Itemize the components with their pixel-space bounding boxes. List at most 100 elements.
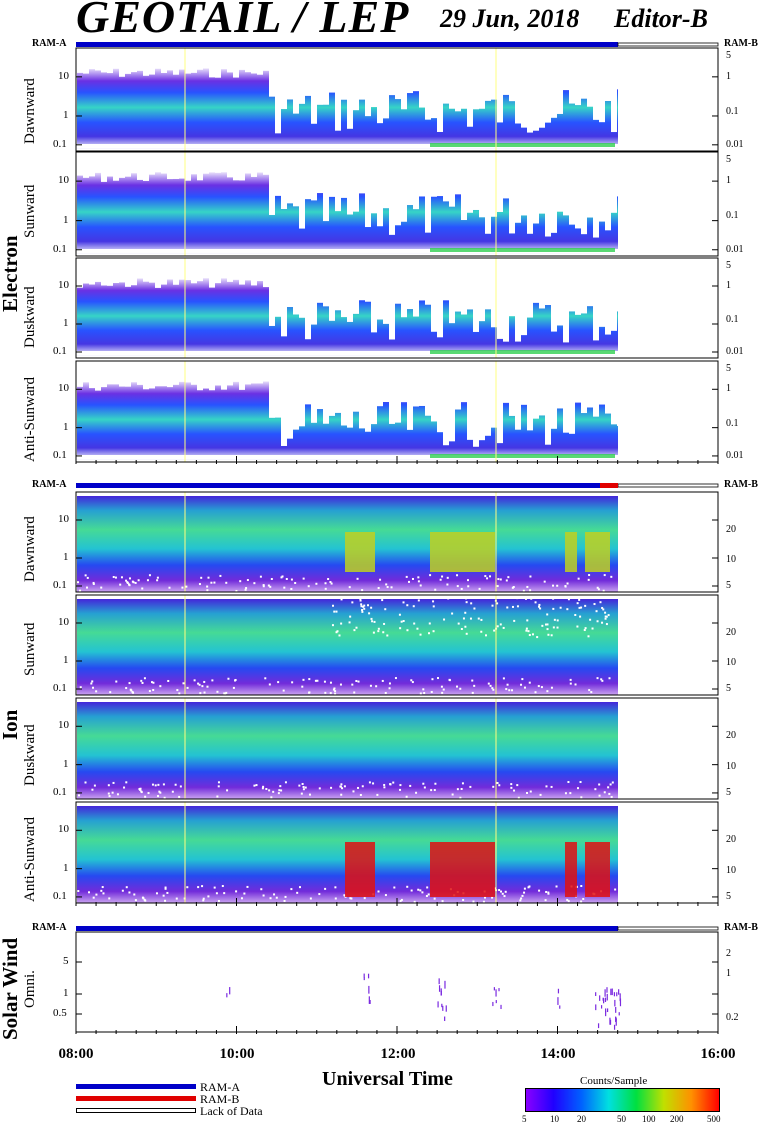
panel-8-dot-5-5 — [614, 999, 616, 1007]
panel-0-left-tick-0: 10 — [58, 69, 69, 82]
panel-8-dot-1-0 — [368, 985, 370, 994]
panel-5-speckt-115 — [589, 618, 592, 621]
panel-7-speck-67 — [88, 891, 91, 894]
ram-a-bar-0 — [76, 42, 618, 47]
panel-8-dot-2-1 — [438, 985, 441, 992]
panel-2-gap-419 — [419, 274, 425, 301]
panel-5-speckt-105 — [428, 622, 431, 625]
panel-5-speck-31 — [388, 682, 391, 685]
panel-6-speck-102 — [368, 781, 371, 784]
panel-3-base — [77, 455, 619, 459]
panel-1-gap-221 — [221, 168, 227, 173]
panel-0-gap-611 — [611, 64, 617, 133]
panel-7-speck-85 — [128, 891, 131, 894]
panel-1-gap-491 — [491, 168, 497, 217]
panel-8-dot-5-18 — [610, 988, 612, 996]
panel-7-right-tick-1: 10 — [726, 864, 736, 876]
panel-4-burst-0 — [345, 532, 375, 572]
panel-5-speck-89 — [125, 687, 128, 690]
panel-5-speck-21 — [167, 679, 170, 682]
panel-2-gap-275 — [275, 274, 281, 317]
panel-1-gap-275 — [275, 168, 281, 196]
panel-3-gap-455 — [455, 377, 461, 410]
panel-7-speck-8 — [213, 886, 216, 889]
panel-4-speck-75 — [377, 587, 380, 590]
colorbar-tick-200: 200 — [670, 1114, 684, 1124]
panel-6-speck-95 — [399, 784, 402, 787]
panel-1-gap-461 — [461, 168, 467, 221]
panel-5-speck-103 — [152, 689, 155, 692]
panel-5-speckt-103 — [547, 633, 550, 636]
panel-1-gap-113 — [113, 168, 119, 181]
panel-8-dot-5-29 — [605, 1011, 607, 1017]
panel-5-speckt-82 — [351, 601, 354, 604]
panel-5-speckt-90 — [516, 597, 519, 600]
panel-5-speckt-80 — [525, 627, 528, 630]
panel-5-speckt-45 — [576, 625, 579, 628]
panel-5-speckt-128 — [419, 633, 422, 636]
group-label-solar-wind: Solar Wind — [0, 937, 22, 1040]
panel-3-gap-275 — [275, 377, 281, 418]
panel-2-gap-197 — [197, 274, 203, 282]
panel-3-gap-311 — [311, 377, 317, 423]
panel-1-gap-575 — [575, 168, 581, 229]
panel-5-speckt-65 — [370, 617, 373, 620]
panel-5-speckt-102 — [457, 622, 460, 625]
panel-0-gap-329 — [329, 64, 335, 93]
panel-4-speck-80 — [100, 586, 103, 589]
panel-4-speck-93 — [119, 583, 122, 586]
panel-6-speck-79 — [383, 786, 386, 789]
panel-7-left-tick-0: 10 — [58, 823, 69, 836]
panel-6-speck-25 — [262, 785, 265, 788]
panel-5-speck-29 — [176, 689, 179, 692]
panel-0-gap-113 — [113, 64, 119, 69]
panel-7-speck-78 — [538, 889, 541, 892]
panel-0-gap-89 — [89, 64, 95, 70]
panel-3-gap-389 — [389, 377, 395, 424]
panel-2-gap-455 — [455, 274, 461, 312]
panel-1-gap-281 — [281, 168, 287, 210]
panel-4-speck-119 — [441, 575, 444, 578]
panel-4-speck-57 — [456, 585, 459, 588]
panel-8-dot-5-10 — [606, 987, 608, 993]
panel-7-speck-94 — [350, 897, 353, 900]
panel-0-gap-305 — [305, 64, 311, 96]
panel-7-speck-115 — [155, 892, 158, 895]
panel-4-speck-32 — [543, 580, 546, 583]
panel-5-speckt-77 — [605, 615, 608, 618]
panel-1-gap-335 — [335, 168, 341, 212]
panel-5-speck-34 — [152, 681, 155, 684]
panel-5-speckt-74 — [527, 630, 530, 633]
panel-8-dot-5-14 — [599, 995, 601, 1001]
panel-label-ion-sunward: Sunward — [22, 622, 38, 676]
panel-8-dot-5-1 — [606, 1008, 609, 1013]
panel-6-speck-1 — [108, 795, 111, 798]
panel-6-speck-30 — [526, 791, 529, 794]
panel-4-burst-1 — [430, 532, 495, 572]
panel-1-gap-365 — [365, 168, 371, 228]
panel-4-right-tick-0: 20 — [726, 524, 736, 535]
panel-5-speck-108 — [534, 691, 537, 694]
panel-2-base — [77, 351, 619, 355]
panel-4-speck-42 — [206, 589, 209, 592]
panel-0-gap-293 — [293, 64, 299, 114]
panel-7-speck-34 — [175, 897, 178, 900]
panel-4-speck-45 — [529, 575, 532, 578]
panel-0-gap-191 — [191, 64, 197, 73]
panel-1-right-tick-1: 1 — [726, 175, 731, 187]
panel-3-gap-473 — [473, 377, 479, 447]
panel-8-dot-5-12 — [613, 1024, 616, 1030]
panel-5-speck-99 — [282, 689, 285, 692]
panel-4-left-tick-0: 10 — [58, 513, 69, 525]
panel-7-burst-2 — [565, 842, 577, 897]
panel-4-left-tick-1: 1 — [63, 551, 69, 563]
panel-6-speck-67 — [376, 793, 379, 796]
panel-3-gap-95 — [95, 377, 101, 391]
panel-7-speck-113 — [503, 895, 506, 898]
panel-2-gap-173 — [173, 274, 179, 285]
panel-7-speck-14 — [343, 894, 346, 897]
panel-7-speck-117 — [410, 889, 413, 892]
panel-1-gap-197 — [197, 168, 203, 181]
panel-6-speck-81 — [352, 790, 355, 793]
panel-6-speck-91 — [609, 783, 612, 786]
